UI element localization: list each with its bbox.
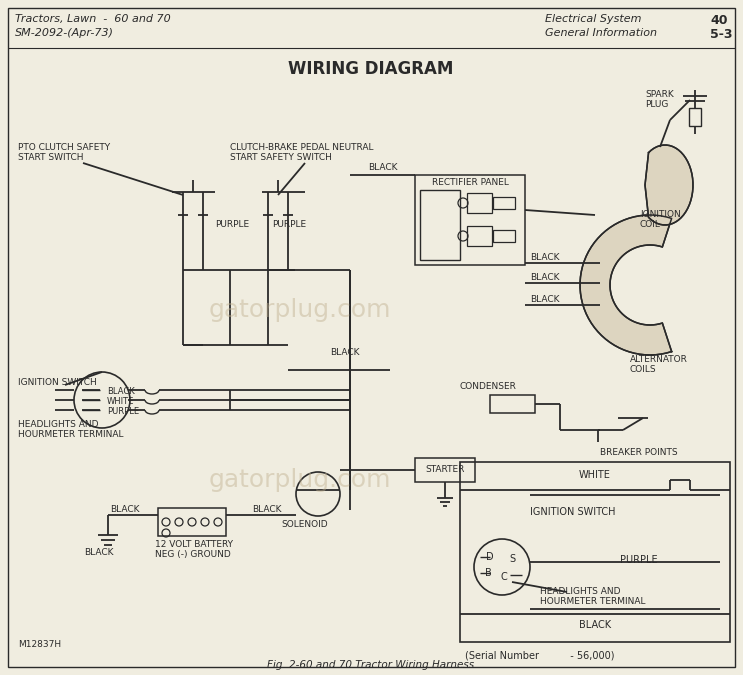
Text: PURPLE: PURPLE: [215, 220, 249, 229]
Text: RECTIFIER PANEL: RECTIFIER PANEL: [432, 178, 508, 187]
Text: COIL: COIL: [640, 220, 661, 229]
Text: BLACK: BLACK: [530, 253, 559, 262]
Text: B: B: [484, 568, 491, 578]
Text: BLACK: BLACK: [530, 295, 559, 304]
Text: BLACK: BLACK: [84, 548, 114, 557]
Text: BREAKER POINTS: BREAKER POINTS: [600, 448, 678, 457]
Polygon shape: [645, 145, 693, 225]
Bar: [490, 395, 535, 413]
Bar: [415, 458, 475, 482]
Text: COILS: COILS: [630, 365, 657, 374]
Text: HOURMETER TERMINAL: HOURMETER TERMINAL: [18, 430, 123, 439]
Text: S: S: [509, 554, 515, 564]
Text: WHITE: WHITE: [579, 470, 611, 480]
Text: HEADLIGHTS AND: HEADLIGHTS AND: [540, 587, 620, 596]
Text: BLACK: BLACK: [110, 505, 140, 514]
Text: 5-3: 5-3: [710, 28, 733, 41]
Text: General Information: General Information: [545, 28, 657, 38]
Text: (Serial Number          - 56,000): (Serial Number - 56,000): [465, 650, 614, 660]
Bar: [689, 108, 701, 126]
Bar: [467, 226, 492, 246]
Bar: [493, 197, 515, 209]
Text: SOLENOID: SOLENOID: [282, 520, 328, 529]
Text: PURPLE: PURPLE: [272, 220, 306, 229]
Text: CONDENSER: CONDENSER: [460, 382, 517, 391]
Bar: [493, 230, 515, 242]
Text: 40: 40: [710, 14, 727, 27]
Text: M12837H: M12837H: [18, 640, 61, 649]
Bar: [467, 193, 492, 213]
Bar: [415, 175, 525, 265]
Text: IGNITION SWITCH: IGNITION SWITCH: [18, 378, 97, 387]
Text: D: D: [486, 552, 494, 562]
Text: STARTER: STARTER: [425, 466, 464, 475]
Text: IGNITION SWITCH: IGNITION SWITCH: [530, 507, 615, 517]
Bar: [460, 462, 730, 642]
Text: BLACK: BLACK: [368, 163, 398, 172]
Text: PURPLE: PURPLE: [620, 555, 658, 565]
Text: gatorplug.com: gatorplug.com: [209, 298, 392, 322]
Text: BLACK: BLACK: [107, 387, 134, 396]
Text: WIRING DIAGRAM: WIRING DIAGRAM: [288, 60, 454, 78]
Polygon shape: [580, 215, 672, 355]
Text: HEADLIGHTS AND: HEADLIGHTS AND: [18, 420, 99, 429]
Text: SM-2092-(Apr-73): SM-2092-(Apr-73): [15, 28, 114, 38]
Text: START SWITCH: START SWITCH: [18, 153, 83, 162]
Text: HOURMETER TERMINAL: HOURMETER TERMINAL: [540, 597, 646, 606]
Bar: [158, 508, 226, 536]
Text: C: C: [501, 572, 507, 582]
Text: BLACK: BLACK: [252, 505, 282, 514]
Text: BLACK: BLACK: [579, 620, 611, 630]
Text: PURPLE: PURPLE: [107, 407, 139, 416]
Text: 12 VOLT BATTERY: 12 VOLT BATTERY: [155, 540, 233, 549]
Text: CLUTCH-BRAKE PEDAL NEUTRAL: CLUTCH-BRAKE PEDAL NEUTRAL: [230, 143, 374, 152]
Text: Fig. 2-60 and 70 Tractor Wiring Harness: Fig. 2-60 and 70 Tractor Wiring Harness: [267, 660, 475, 670]
Text: WHITE: WHITE: [107, 397, 134, 406]
Text: PLUG: PLUG: [645, 100, 669, 109]
Text: START SAFETY SWITCH: START SAFETY SWITCH: [230, 153, 332, 162]
Text: Electrical System: Electrical System: [545, 14, 641, 24]
Text: BLACK: BLACK: [330, 348, 360, 357]
Text: ALTERNATOR: ALTERNATOR: [630, 355, 688, 364]
Text: Tractors, Lawn  -  60 and 70: Tractors, Lawn - 60 and 70: [15, 14, 171, 24]
Text: BLACK: BLACK: [530, 273, 559, 282]
Text: PTO CLUTCH SAFETY: PTO CLUTCH SAFETY: [18, 143, 110, 152]
Text: IGNITION: IGNITION: [640, 210, 681, 219]
Text: gatorplug.com: gatorplug.com: [209, 468, 392, 492]
Text: NEG (-) GROUND: NEG (-) GROUND: [155, 550, 231, 559]
Text: SPARK: SPARK: [645, 90, 674, 99]
Bar: [420, 190, 460, 260]
